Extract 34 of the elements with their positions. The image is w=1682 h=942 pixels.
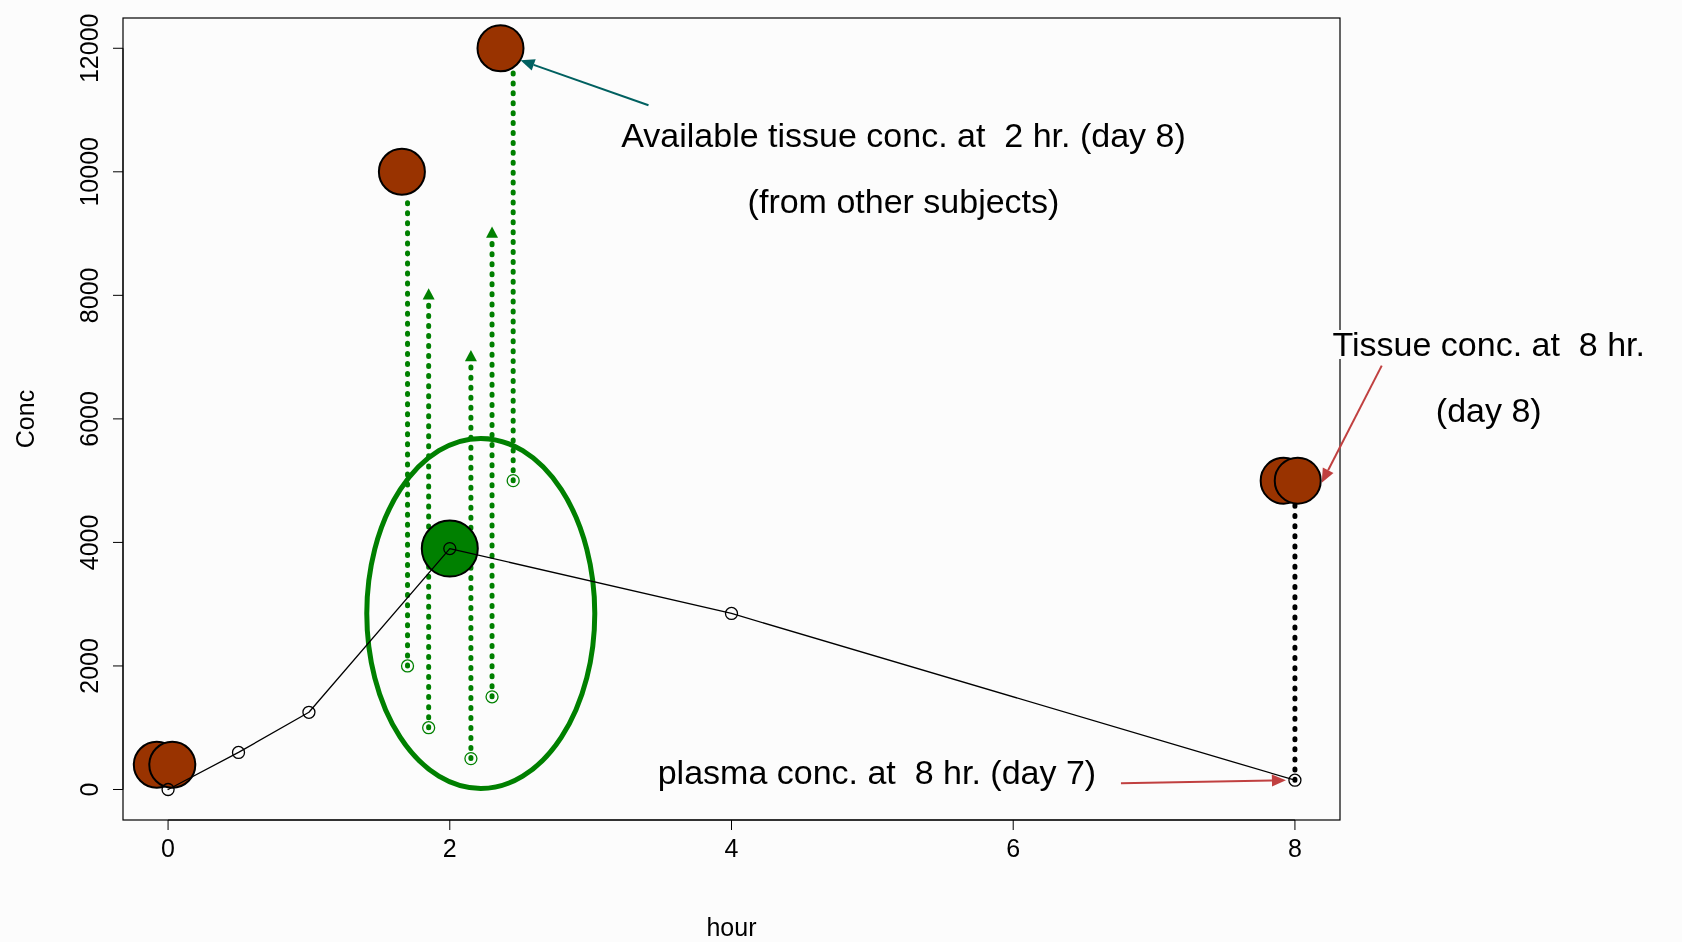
point [422, 288, 435, 300]
point [485, 690, 499, 704]
x-tick-label: 6 [1006, 834, 1021, 862]
point [377, 147, 426, 196]
y-tick-label: 10000 [75, 137, 103, 207]
y-tick-label: 2000 [75, 638, 103, 694]
y-tick-label: 4000 [75, 514, 103, 571]
y-tick-label: 0 [75, 782, 103, 797]
point [506, 474, 520, 488]
annotation: plasma conc. at 8 hr. (day 7) [657, 753, 1097, 792]
point [1273, 456, 1322, 505]
x-tick-label: 8 [1287, 834, 1302, 862]
y-axis-title: Conc [11, 389, 39, 449]
y-tick-label: 12000 [75, 13, 103, 84]
point [422, 721, 436, 735]
point [1288, 773, 1302, 787]
y-tick-label: 8000 [75, 267, 103, 324]
point [476, 24, 525, 73]
point [161, 782, 175, 797]
x-axis-title: hour [706, 913, 757, 941]
y-tick-label: 6000 [75, 391, 103, 447]
point [486, 226, 499, 238]
annotation: Available tissue conc. at 2 hr. (day 8) (from other subjects) [621, 116, 1186, 221]
point [148, 740, 197, 789]
point [724, 606, 739, 621]
point [302, 705, 316, 719]
point [400, 659, 415, 673]
point [464, 751, 478, 766]
x-tick-label: 2 [442, 834, 457, 862]
point [420, 519, 479, 578]
point [464, 350, 477, 362]
x-tick-label: 0 [161, 834, 176, 862]
x-tick-label: 4 [724, 834, 739, 862]
point [231, 745, 246, 760]
